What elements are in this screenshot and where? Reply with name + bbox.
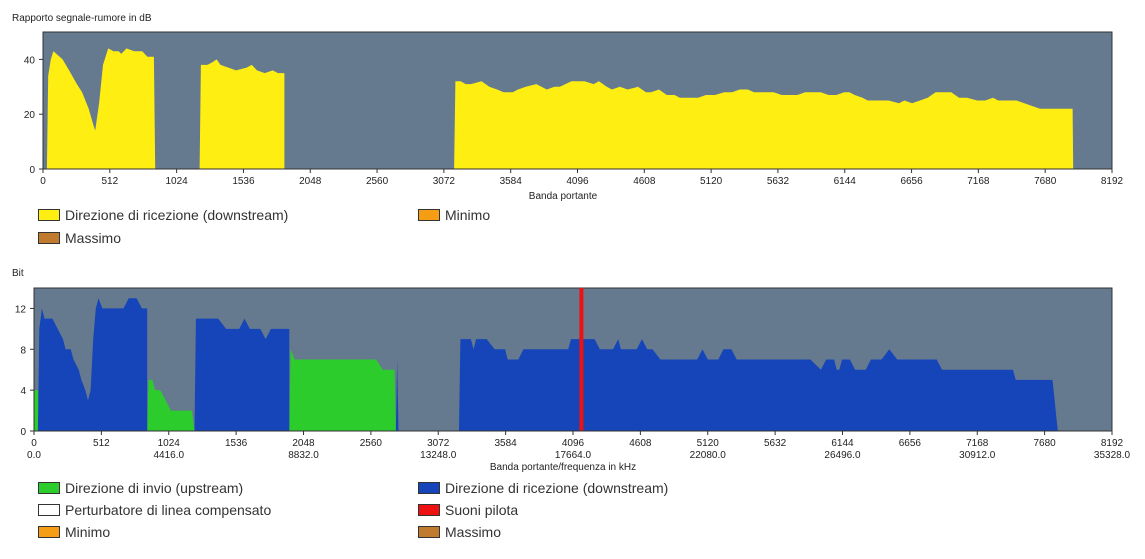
legend-swatch [38, 482, 60, 494]
snr-x-tick-label: 3072 [433, 176, 456, 187]
snr-x-tick-label: 8192 [1101, 176, 1124, 187]
bits-x-tick-label: 3072 [427, 438, 450, 449]
legend-label: Massimo [445, 524, 502, 540]
bits-series-1 [37, 298, 1058, 431]
snr-x-tick-label: 7680 [1034, 176, 1057, 187]
snr-x-tick-label: 3584 [500, 176, 523, 187]
legend-label: Minimo [445, 207, 491, 223]
bits-x-tick-khz-label: 22080.0 [690, 450, 727, 461]
bits-x-tick-label: 1024 [158, 438, 181, 449]
bits-x-tick-label: 5120 [697, 438, 720, 449]
bits-x-tick-label: 1536 [225, 438, 248, 449]
bits-x-tick-khz-label: 17664.0 [555, 450, 592, 461]
legend-label: Perturbatore di linea compensato [65, 502, 272, 518]
bits-x-tick-khz-label: 35328.0 [1094, 450, 1131, 461]
legend-item-bits-crosstalk[interactable]: Perturbatore di linea compensato [38, 502, 271, 518]
snr-x-tick-label: 7168 [967, 176, 990, 187]
bits-x-tick-label: 2048 [292, 438, 315, 449]
legend-item-bits-upstream[interactable]: Direzione di invio (upstream) [38, 480, 243, 496]
snr-y-tick-label: 0 [29, 165, 35, 176]
snr-x-tick-label: 6144 [834, 176, 857, 187]
bits-x-tick-label: 7168 [966, 438, 989, 449]
legend-label: Minimo [65, 524, 111, 540]
bits-y-tick-label: 12 [15, 304, 27, 315]
bits-x-tick-khz-label: 30912.0 [959, 450, 996, 461]
legend-item-snr-maximum[interactable]: Massimo [38, 230, 121, 246]
bits-x-tick-label: 0 [31, 438, 37, 449]
bits-x-tick-khz-label: 0.0 [27, 450, 41, 461]
bits-x-tick-label: 2560 [360, 438, 383, 449]
snr-x-tick-label: 2048 [299, 176, 322, 187]
snr-x-tick-label: 1536 [232, 176, 255, 187]
bits-x-axis-label: Banda portante/frequenza in kHz [490, 462, 636, 473]
snr-chart-title: Rapporto segnale-rumore in dB [12, 13, 152, 24]
bits-x-tick-khz-label: 4416.0 [153, 450, 184, 461]
legend-swatch [418, 209, 440, 221]
legend-item-snr-downstream[interactable]: Direzione di ricezione (downstream) [38, 207, 288, 223]
legend-item-bits-minimum[interactable]: Minimo [38, 524, 110, 540]
pilot-tone-line [579, 288, 584, 431]
legend-swatch [418, 526, 440, 538]
bits-x-tick-label: 512 [93, 438, 110, 449]
snr-x-tick-label: 5632 [767, 176, 790, 187]
snr-x-tick-label: 2560 [366, 176, 389, 187]
snr-y-tick-label: 40 [24, 55, 36, 66]
legend-label: Direzione di invio (upstream) [65, 480, 244, 496]
bits-x-tick-label: 5632 [764, 438, 787, 449]
legend-swatch [38, 209, 60, 221]
legend-swatch [38, 526, 60, 538]
bits-x-tick-khz-label: 26496.0 [824, 450, 861, 461]
bits-x-tick-label: 7680 [1034, 438, 1057, 449]
snr-x-tick-label: 1024 [166, 176, 189, 187]
legend-label: Direzione di ricezione (downstream) [445, 480, 669, 496]
bits-chart-title: Bit [12, 268, 24, 279]
bits-x-tick-label: 6656 [899, 438, 922, 449]
bits-y-tick-label: 0 [20, 427, 26, 438]
legend-swatch [418, 504, 440, 516]
legend-item-snr-minimum[interactable]: Minimo [418, 207, 490, 223]
bits-x-tick-label: 6144 [831, 438, 854, 449]
snr-x-tick-label: 4096 [566, 176, 589, 187]
legend-swatch [38, 232, 60, 244]
bits-x-tick-label: 4096 [562, 438, 585, 449]
snr-x-tick-label: 512 [101, 176, 118, 187]
bits-x-tick-khz-label: 13248.0 [420, 450, 457, 461]
legend-label: Massimo [65, 230, 122, 246]
legend-item-bits-maximum[interactable]: Massimo [418, 524, 501, 540]
legend-item-bits-pilot[interactable]: Suoni pilota [418, 502, 518, 518]
snr-x-tick-label: 0 [40, 176, 46, 187]
snr-x-tick-label: 6656 [900, 176, 923, 187]
snr-series-0 [43, 48, 1112, 169]
legend-item-bits-downstream[interactable]: Direzione di ricezione (downstream) [418, 480, 668, 496]
bits-y-tick-label: 4 [20, 386, 26, 397]
snr-x-tick-label: 5120 [700, 176, 723, 187]
bits-y-tick-label: 8 [20, 345, 26, 356]
legend-swatch [418, 482, 440, 494]
bits-series-0 [34, 349, 396, 431]
snr-x-axis-label: Banda portante [529, 191, 598, 202]
legend-label: Direzione di ricezione (downstream) [65, 207, 289, 223]
bits-x-tick-label: 3584 [495, 438, 518, 449]
bits-x-tick-khz-label: 8832.0 [288, 450, 319, 461]
bits-x-tick-label: 4608 [629, 438, 652, 449]
snr-x-tick-label: 4608 [633, 176, 656, 187]
legend-swatch [38, 504, 60, 516]
bits-x-tick-label: 8192 [1101, 438, 1124, 449]
legend-label: Suoni pilota [445, 502, 519, 518]
snr-y-tick-label: 20 [24, 110, 36, 121]
